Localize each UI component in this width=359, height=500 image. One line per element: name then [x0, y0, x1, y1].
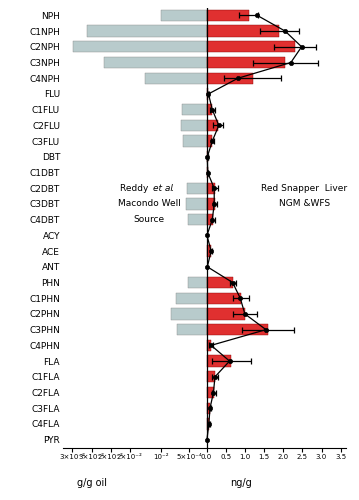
Bar: [206, 10, 249, 21]
Text: et al: et al: [153, 184, 173, 192]
Bar: [176, 292, 206, 304]
Bar: [206, 72, 252, 84]
Bar: [206, 402, 210, 414]
Text: Source: Source: [134, 215, 165, 224]
Bar: [206, 292, 241, 304]
Bar: [181, 120, 206, 131]
Bar: [206, 246, 211, 256]
Bar: [206, 167, 208, 178]
Bar: [206, 277, 233, 288]
Bar: [206, 120, 218, 131]
Bar: [206, 57, 285, 68]
Bar: [187, 182, 206, 194]
Bar: [206, 308, 245, 320]
Bar: [206, 198, 215, 209]
Bar: [183, 136, 206, 146]
Bar: [206, 151, 208, 162]
Bar: [206, 41, 295, 52]
Text: .: .: [171, 184, 174, 192]
Bar: [206, 418, 209, 430]
Bar: [104, 57, 206, 68]
Text: g/g oil: g/g oil: [76, 478, 107, 488]
Bar: [188, 214, 206, 226]
Bar: [188, 277, 206, 288]
Text: Red Snapper  Liver: Red Snapper Liver: [261, 184, 348, 192]
Bar: [206, 324, 268, 336]
Bar: [177, 324, 206, 336]
Bar: [171, 308, 206, 320]
Bar: [186, 198, 206, 209]
Bar: [206, 88, 209, 100]
Text: Reddy: Reddy: [121, 184, 152, 192]
Bar: [73, 41, 206, 52]
Bar: [206, 214, 214, 226]
Bar: [206, 387, 214, 398]
Bar: [145, 72, 206, 84]
Text: ng/g: ng/g: [230, 478, 251, 488]
Bar: [206, 371, 215, 382]
Bar: [87, 26, 206, 36]
Text: Macondo Well: Macondo Well: [118, 200, 181, 208]
Bar: [206, 356, 232, 366]
Bar: [182, 104, 206, 116]
Bar: [206, 26, 279, 36]
Bar: [206, 136, 212, 146]
Bar: [206, 340, 211, 351]
Bar: [206, 182, 215, 194]
Bar: [206, 104, 212, 116]
Bar: [160, 10, 206, 21]
Text: NGM &WFS: NGM &WFS: [279, 200, 330, 208]
